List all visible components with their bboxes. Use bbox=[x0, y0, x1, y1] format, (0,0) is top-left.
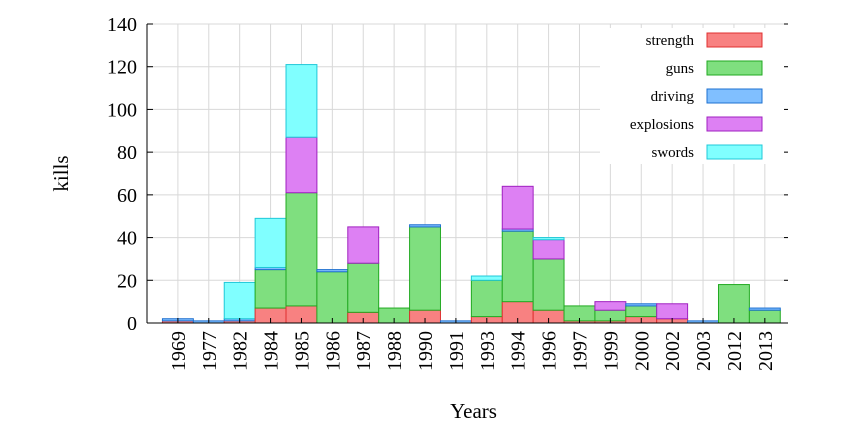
bar-segment-swords bbox=[223, 281, 256, 320]
bar-segment-driving bbox=[316, 269, 349, 273]
bar-segment-guns bbox=[316, 271, 349, 324]
bar-segment-swords bbox=[285, 64, 318, 138]
x-tick-label: 2000 bbox=[631, 331, 653, 371]
y-axis-ticks: 0 20 40 60 80 100 120 140 bbox=[107, 14, 788, 335]
y-tick-label: 120 bbox=[107, 57, 137, 79]
bar-segment-swords bbox=[254, 217, 287, 268]
x-tick-label: 1985 bbox=[291, 331, 313, 371]
bar-segment-guns bbox=[409, 226, 441, 311]
x-tick-label: 1990 bbox=[415, 331, 437, 371]
x-tick-label: 1987 bbox=[353, 331, 375, 371]
legend-label-explosions: explosions bbox=[630, 117, 694, 133]
x-tick-label: 2013 bbox=[755, 331, 777, 371]
bar-segment-driving bbox=[625, 303, 658, 307]
bar-segment-guns bbox=[717, 284, 750, 324]
y-axis-label: kills bbox=[49, 155, 73, 191]
bar-segment-guns bbox=[470, 279, 503, 318]
x-tick-label: 1977 bbox=[199, 331, 221, 371]
bar-segment-explosions bbox=[347, 226, 380, 264]
x-tick-label: 1996 bbox=[539, 331, 561, 371]
legend-swatch-driving bbox=[706, 88, 763, 104]
x-tick-label: 1993 bbox=[477, 331, 499, 371]
x-axis-label: Years bbox=[450, 399, 497, 423]
bar-segment-explosions bbox=[285, 136, 318, 194]
bar-segment-guns bbox=[285, 192, 318, 307]
legend-label-guns: guns bbox=[666, 61, 695, 77]
x-axis-ticks: 1969 1977 1982 1984 1985 1986 1987 1988 1990 1991… bbox=[168, 318, 777, 371]
y-tick-label: 20 bbox=[117, 270, 137, 292]
legend-swatch-explosions bbox=[706, 116, 763, 132]
bar-segment-guns bbox=[625, 305, 658, 318]
legend-label-strength: strength bbox=[646, 33, 695, 49]
bar-segment-swords bbox=[470, 275, 503, 281]
y-tick-label: 0 bbox=[127, 313, 137, 335]
legend-label-driving: driving bbox=[651, 89, 695, 105]
bar-segment-guns bbox=[254, 269, 287, 309]
legend-swatch-guns bbox=[706, 60, 763, 76]
y-tick-label: 140 bbox=[107, 14, 137, 36]
x-tick-label: 1988 bbox=[384, 331, 406, 371]
x-tick-label: 2012 bbox=[724, 331, 746, 371]
bar-segment-driving bbox=[409, 224, 441, 228]
x-tick-label: 1982 bbox=[230, 331, 252, 371]
x-tick-label: 1991 bbox=[446, 331, 468, 371]
bar-segment-explosions bbox=[656, 303, 689, 320]
x-tick-label: 1999 bbox=[600, 331, 622, 371]
bar-segment-guns bbox=[501, 230, 534, 303]
bar-segment-guns bbox=[347, 262, 380, 313]
x-tick-label: 1969 bbox=[168, 331, 190, 371]
bar-segment-explosions bbox=[501, 185, 534, 230]
bar-segment-explosions bbox=[594, 301, 627, 311]
legend-swatch-swords bbox=[706, 144, 763, 160]
legend-swatch-strength bbox=[706, 32, 763, 48]
y-tick-label: 100 bbox=[107, 99, 137, 121]
x-tick-label: 1997 bbox=[569, 331, 591, 371]
bar-segment-driving bbox=[748, 307, 781, 311]
y-tick-label: 80 bbox=[117, 142, 137, 164]
bar-segment-swords bbox=[532, 237, 565, 241]
x-tick-label: 1986 bbox=[322, 331, 344, 371]
legend-label-swords: swords bbox=[651, 145, 694, 161]
y-tick-label: 40 bbox=[117, 228, 137, 250]
x-tick-label: 1984 bbox=[261, 331, 283, 371]
y-tick-label: 60 bbox=[117, 185, 137, 207]
x-tick-label: 2002 bbox=[662, 331, 684, 371]
legend: strength guns driving explosions swords bbox=[600, 28, 784, 164]
bar-segment-guns bbox=[532, 258, 565, 311]
bar-segment-explosions bbox=[532, 239, 565, 260]
x-tick-label: 1994 bbox=[508, 331, 530, 371]
axes bbox=[146, 24, 788, 324]
x-tick-label: 2003 bbox=[693, 331, 715, 371]
